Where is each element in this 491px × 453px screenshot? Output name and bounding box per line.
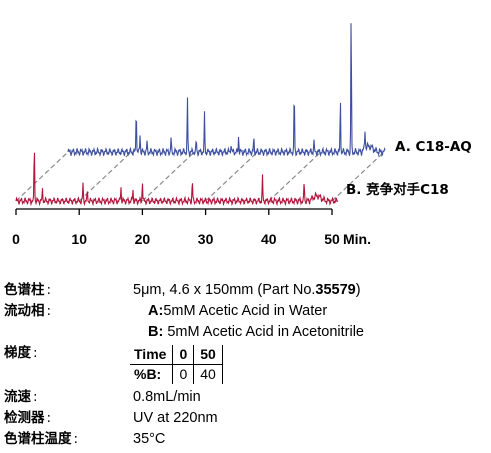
mobile-phase-b-row: B: 5mM Acetic Acid in Acetonitrile <box>0 322 491 343</box>
guide-line <box>141 151 195 202</box>
detector-row: 检测器 UV at 220nm <box>0 408 491 429</box>
guide-line <box>205 151 259 202</box>
x-unit-label: Min. <box>343 231 371 247</box>
gradient-label: 梯度 <box>4 343 38 364</box>
mobile-phase-label: 流动相 <box>4 301 51 322</box>
x-tick-label: 10 <box>71 231 87 247</box>
detector-value: UV at 220nm <box>133 410 218 426</box>
gradient-row-label: %B: <box>130 364 174 384</box>
guide-line <box>15 151 69 202</box>
gradient-header-cell: 50 <box>193 345 223 365</box>
temperature-value: 35°C <box>133 431 166 447</box>
guide-line <box>268 151 322 202</box>
mobile-phase-a-row: 流动相 A:5mM Acetic Acid in Water <box>0 301 491 322</box>
series-label: A. C18-AQ <box>395 139 472 155</box>
x-tick-label: 30 <box>198 231 214 247</box>
conditions-panel: 色谱柱 5μm, 4.6 x 150mm (Part No.35579) 流动相… <box>0 280 491 450</box>
chromatogram-chart: 0 10 20 30 40 50 Min. A. C18-AQ B. 竞争对手C18 <box>12 23 472 247</box>
temperature-row: 色谱柱温度 35°C <box>0 429 491 450</box>
column-value: 5μm, 4.6 x 150mm (Part No.35579) <box>133 282 361 298</box>
flow-value: 0.8mL/min <box>133 389 201 405</box>
gradient-cell: 0 <box>172 364 195 384</box>
flow-label: 流速 <box>4 387 38 408</box>
series-label: B. 竞争对手C18 <box>346 181 449 198</box>
x-tick-label: 40 <box>261 231 277 247</box>
column-label: 色谱柱 <box>4 280 51 301</box>
chromatogram-plot: 0 10 20 30 40 50 Min. A. C18-AQ B. 竞争对手C18 <box>12 23 472 247</box>
gradient-header-cell: 0 <box>172 345 195 365</box>
part-number: 35579 <box>315 282 356 298</box>
mobile-phase-b: B: 5mM Acetic Acid in Acetonitrile <box>148 324 364 340</box>
guide-line <box>331 151 385 202</box>
gradient-table: Time 0 50 %B: 0 40 <box>130 345 223 384</box>
column-row: 色谱柱 5μm, 4.6 x 150mm (Part No.35579) <box>0 280 491 301</box>
gradient-row: 梯度 Time 0 50 %B: 0 40 <box>0 343 491 387</box>
x-tick-label: 20 <box>135 231 151 247</box>
gradient-data-row: %B: 0 40 <box>130 364 223 384</box>
gradient-header-time: Time <box>130 345 174 365</box>
temperature-label: 色谱柱温度 <box>4 429 78 450</box>
gradient-header-row: Time 0 50 <box>130 345 223 365</box>
flow-row: 流速 0.8mL/min <box>0 387 491 408</box>
mobile-phase-a: A:5mM Acetic Acid in Water <box>148 303 328 319</box>
x-tick-label: 0 <box>12 231 20 247</box>
gradient-cell: 40 <box>193 364 223 384</box>
detector-label: 检测器 <box>4 408 51 429</box>
trace-line <box>67 23 386 158</box>
x-tick-label: 50 <box>324 231 340 247</box>
trace-line <box>15 152 339 207</box>
